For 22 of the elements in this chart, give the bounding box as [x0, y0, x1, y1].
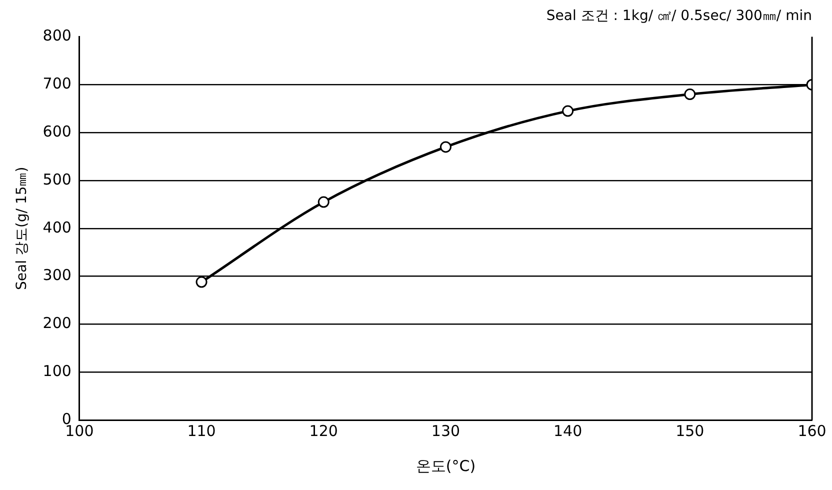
y-tick-label: 100	[42, 362, 72, 380]
x-tick-label: 110	[187, 422, 216, 440]
point	[318, 196, 330, 208]
x-tick-label: 160	[798, 422, 826, 440]
chart-subtitle: Seal 조건 : 1kg/ ㎠/ 0.5sec/ 300㎜/ min	[546, 8, 812, 24]
point	[196, 276, 208, 288]
x-tick-label: 130	[431, 422, 460, 440]
point	[562, 105, 574, 117]
x-tick-label: 150	[676, 422, 704, 440]
y-tick-label: 500	[42, 170, 72, 188]
y-tick-label: 400	[42, 218, 72, 236]
y-tick-label: 300	[42, 266, 72, 284]
x-tick-label: 120	[309, 422, 338, 440]
y-tick-label: 700	[42, 74, 72, 93]
y-tick-label: 800	[42, 26, 72, 45]
y-axis-title: Seal 강도(g/ 15㎜)	[14, 166, 30, 290]
point	[684, 88, 696, 100]
x-axis-title: 온도(°C)	[416, 456, 476, 475]
y-tick-label: 600	[42, 122, 72, 140]
y-tick-label: 200	[42, 314, 72, 332]
x-tick-label: 140	[553, 422, 582, 440]
point	[440, 141, 452, 153]
